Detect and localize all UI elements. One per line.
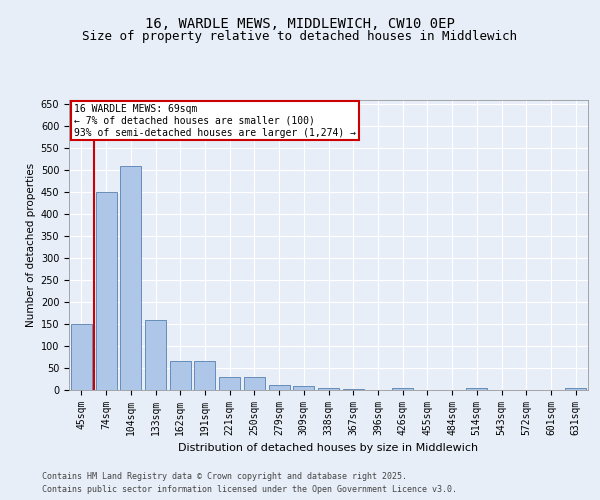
Bar — [95, 192, 116, 390]
Text: Contains public sector information licensed under the Open Government Licence v3: Contains public sector information licen… — [42, 485, 457, 494]
Bar — [120, 166, 141, 390]
Text: 16 WARDLE MEWS: 69sqm
← 7% of detached houses are smaller (100)
93% of semi-deta: 16 WARDLE MEWS: 69sqm ← 7% of detached h… — [74, 104, 356, 138]
Bar — [318, 388, 339, 390]
Bar — [170, 362, 191, 390]
X-axis label: Distribution of detached houses by size in Middlewich: Distribution of detached houses by size … — [178, 444, 479, 454]
Bar — [244, 377, 265, 390]
Bar — [565, 388, 586, 390]
Bar — [219, 377, 240, 390]
Bar — [145, 320, 166, 390]
Bar — [343, 389, 364, 390]
Text: Contains HM Land Registry data © Crown copyright and database right 2025.: Contains HM Land Registry data © Crown c… — [42, 472, 407, 481]
Bar — [293, 386, 314, 390]
Bar — [466, 388, 487, 390]
Text: Size of property relative to detached houses in Middlewich: Size of property relative to detached ho… — [83, 30, 517, 43]
Bar — [269, 384, 290, 390]
Text: 16, WARDLE MEWS, MIDDLEWICH, CW10 0EP: 16, WARDLE MEWS, MIDDLEWICH, CW10 0EP — [145, 18, 455, 32]
Bar — [194, 362, 215, 390]
Bar — [392, 388, 413, 390]
Bar — [71, 324, 92, 390]
Y-axis label: Number of detached properties: Number of detached properties — [26, 163, 37, 327]
